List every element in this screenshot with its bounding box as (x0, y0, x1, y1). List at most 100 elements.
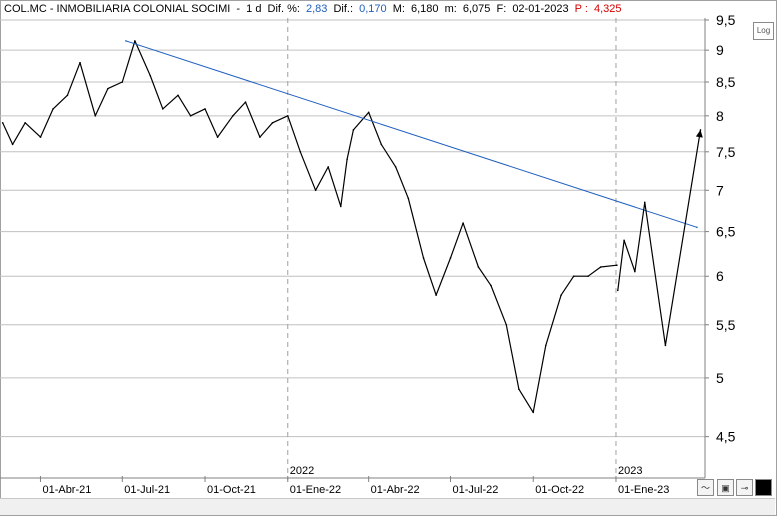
price-series-line-point (572, 275, 575, 278)
date-label: F: (496, 3, 507, 15)
min-value: 6,075 (462, 3, 491, 15)
dif-pct-value: 2,83 (305, 3, 328, 15)
x-axis-ticks: 01-Abr-21 01-Jul-21 01-Oct-21 01-Ene-22 01-A… (39, 476, 669, 496)
price-series-line-point (149, 74, 151, 77)
projection-line-point (616, 289, 619, 292)
y-tick-label: 8 (716, 108, 724, 124)
price-series-line-point (216, 136, 219, 138)
price-series-line-point (314, 189, 317, 192)
y-tick-label: 8,5 (716, 74, 736, 90)
x-tick-label: 01-Ene-22 (290, 484, 341, 496)
date-value: 02-01-2023 (512, 3, 569, 15)
y-tick-label: 4,5 (716, 429, 736, 445)
dif-value: 0,170 (359, 3, 387, 15)
price-series-line-point (462, 222, 464, 224)
x-tick-label: 01-Abr-22 (371, 484, 420, 496)
price-series-line-point (94, 115, 97, 117)
year-marker-label: 2023 (618, 465, 642, 477)
p-label: P : (574, 3, 588, 15)
x-tick-label: 01-Jul-22 (453, 484, 499, 496)
sep-1: - (236, 3, 241, 15)
price-series-line-point (134, 40, 136, 42)
x-tick-label: 01-Oct-21 (207, 484, 256, 496)
x-tick-label: 01-Abr-21 (42, 484, 91, 496)
price-series-line-point (161, 108, 164, 110)
projection-line-point (634, 270, 636, 273)
price-series-line-point (545, 344, 547, 347)
grid (0, 19, 705, 438)
price-series-line-point (299, 151, 302, 153)
price-series-line-point (340, 205, 342, 208)
price-series-line-point (232, 115, 234, 117)
trendline-point (696, 226, 698, 229)
max-value: 6,180 (410, 3, 439, 15)
price-series-line-point (259, 136, 261, 138)
price-series-line-point (39, 136, 42, 138)
max-label: M: (392, 3, 405, 15)
price-series-line-point (394, 166, 397, 168)
price-series-line-point (560, 294, 562, 296)
trendline (125, 40, 698, 228)
price-series-line-point (352, 129, 355, 131)
y-axis-ticks: 4,5 5 5,5 6 6,5 7 7,5 8 8,5 9 9,5 (705, 12, 736, 445)
price-series-line-point (189, 115, 192, 117)
quote-header: COL.MC - INMOBILIARIA COLONIAL SOCIMI - … (4, 3, 625, 15)
color-swatch-icon[interactable] (755, 479, 772, 496)
price-series-line-point (518, 388, 520, 390)
price-series-line-point (1, 122, 4, 124)
price-series-line-point (599, 266, 602, 268)
price-series-line-point (177, 94, 179, 97)
price-series-line-point (449, 257, 452, 259)
price-series-line-point (616, 264, 618, 266)
price-series-line-point (52, 108, 54, 110)
price-series-line-point (587, 275, 589, 278)
projection-arrowhead (695, 129, 703, 138)
price-series-line-point (271, 122, 274, 124)
price-series-line-point (367, 111, 370, 114)
price-series-line-point (407, 197, 410, 200)
series (1, 40, 703, 414)
price-series-line-point (435, 294, 437, 296)
price-series-line-point (327, 166, 330, 168)
price-series-line-point (490, 284, 492, 287)
price-series-line-point (66, 94, 69, 97)
price-series-line-point (79, 61, 81, 64)
log-scale-button[interactable]: Log (753, 22, 774, 40)
pin-icon[interactable]: ⊸ (736, 479, 753, 496)
p-value: 4,325 (593, 3, 622, 15)
price-series-line-point (121, 81, 124, 83)
price-series-line-point (244, 101, 247, 103)
price-series-line-point (532, 411, 535, 414)
y-tick-label: 6 (716, 268, 724, 284)
x-tick-label: 01-Jul-21 (124, 484, 170, 496)
horizontal-scrollbar[interactable] (0, 498, 775, 515)
y-tick-label: 5 (716, 370, 724, 386)
projection-line-point (643, 201, 646, 204)
y-tick-label: 9,5 (716, 12, 736, 28)
trendline-point (125, 40, 127, 42)
symbol-title: COL.MC - INMOBILIARIA COLONIAL SOCIMI (4, 3, 231, 15)
year-marker-label: 2022 (290, 465, 314, 477)
y-tick-label: 5,5 (716, 317, 736, 333)
y-tick-label: 7,5 (716, 144, 736, 160)
price-series-line-point (286, 115, 289, 117)
price-series-line-point (380, 143, 383, 146)
price-series-line-point (477, 266, 480, 268)
min-label: m: (444, 3, 457, 15)
projection-line-point (664, 344, 667, 347)
price-series-line (2, 40, 617, 413)
price-series-line-point (11, 143, 14, 146)
price-series-line-point (24, 122, 26, 124)
zoom-icon[interactable]: 〜 (697, 479, 714, 496)
y-tick-label: 6,5 (716, 224, 736, 240)
save-icon[interactable]: ▣ (717, 479, 734, 496)
projection-line (617, 129, 702, 346)
price-series-line-point (346, 158, 348, 161)
x-tick-label: 01-Ene-23 (618, 484, 669, 496)
price-series-line-point (107, 87, 109, 90)
projection-line-point (623, 239, 625, 242)
dif-pct-label: Dif. %: (267, 3, 300, 15)
period-label: 1 d (246, 3, 262, 15)
year-markers: 2022 2023 (287, 18, 642, 480)
